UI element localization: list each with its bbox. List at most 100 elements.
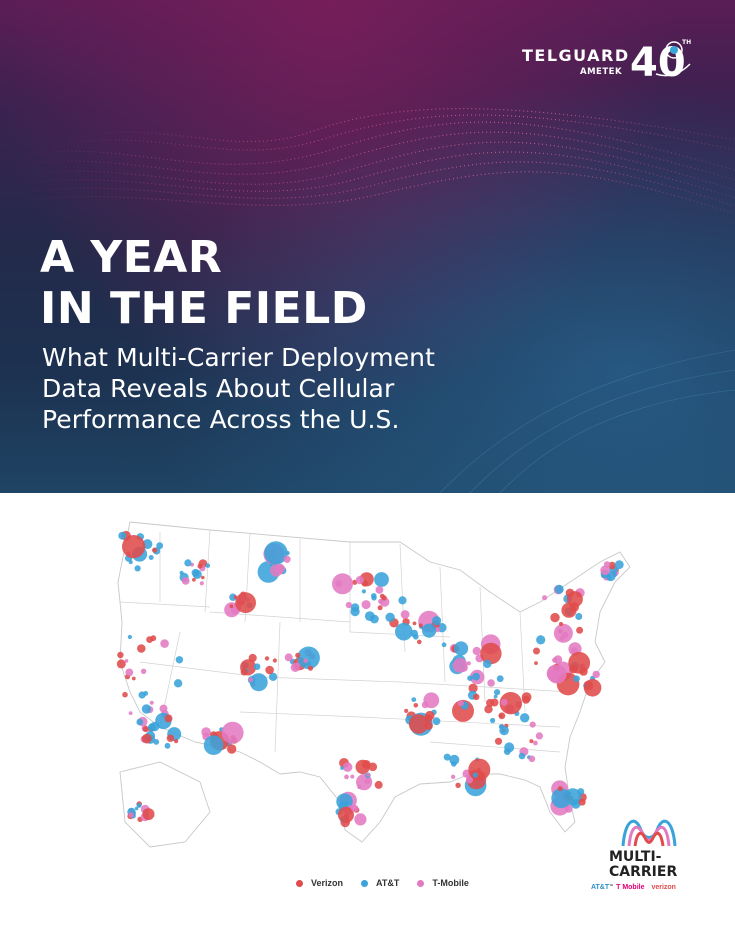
- deployment-dot: [351, 804, 359, 813]
- deployment-dot: [553, 655, 563, 664]
- deployment-dot: [201, 575, 205, 580]
- deployment-dot: [395, 622, 413, 641]
- deployment-dot: [275, 563, 285, 574]
- deployment-dot: [368, 762, 378, 772]
- deployment-dot: [487, 679, 495, 687]
- deployment-dot: [432, 717, 441, 726]
- deployment-dot: [559, 635, 565, 641]
- deployment-dot: [424, 714, 433, 723]
- deployment-dot: [558, 621, 564, 627]
- deployment-dot: [441, 642, 447, 648]
- deployment-dot: [550, 612, 560, 623]
- title-line: A YEAR: [40, 232, 223, 283]
- deployment-dot: [520, 713, 530, 723]
- deployment-dots: [116, 530, 624, 828]
- deployment-dot: [345, 601, 352, 609]
- deployment-dot: [551, 788, 572, 809]
- deployment-dot: [125, 668, 134, 677]
- deployment-dot: [534, 661, 538, 665]
- deployment-dot: [137, 644, 146, 653]
- deployment-dot: [583, 679, 602, 697]
- wordmark-line: MULTI-: [609, 849, 662, 865]
- deployment-dot: [141, 733, 152, 744]
- deployment-dot: [264, 656, 270, 661]
- deployment-dot: [536, 635, 546, 645]
- deployment-dot: [142, 726, 149, 733]
- deployment-dot: [134, 806, 139, 811]
- deployment-dot: [203, 735, 224, 755]
- deployment-dot: [418, 623, 423, 628]
- deployment-dot: [221, 721, 244, 744]
- deployment-dot: [166, 734, 175, 742]
- deployment-dot: [118, 531, 127, 540]
- deployment-dot: [451, 761, 457, 767]
- deployment-dot: [533, 647, 540, 655]
- deployment-dot: [573, 675, 580, 682]
- deployment-dot: [457, 700, 464, 707]
- deployment-dot: [472, 772, 478, 778]
- deployment-dot: [600, 565, 610, 576]
- deployment-dot: [577, 788, 585, 796]
- m-wave-icon: [621, 819, 677, 847]
- deployment-dot: [385, 612, 395, 622]
- deployment-dot: [500, 698, 508, 706]
- page-title: A YEAR IN THE FIELD: [40, 232, 368, 334]
- wordmark-line: CARRIER ™: [609, 865, 677, 898]
- legend-label: Verizon: [311, 878, 344, 888]
- deployment-dot: [249, 673, 268, 692]
- deployment-dot: [413, 634, 419, 640]
- deployment-dot: [140, 668, 147, 674]
- deployment-dot: [148, 555, 154, 560]
- deployment-dot: [192, 577, 196, 582]
- deployment-dot: [272, 658, 277, 663]
- deployment-dot: [486, 698, 494, 707]
- deployment-dot: [612, 572, 617, 578]
- deployment-dot: [350, 774, 355, 779]
- deployment-dot: [164, 742, 171, 749]
- deployment-dot: [134, 565, 141, 572]
- deployment-dot: [554, 584, 564, 594]
- deployment-dot: [404, 708, 409, 713]
- deployment-dot: [547, 664, 567, 684]
- deployment-dot: [477, 768, 481, 772]
- deployment-dot: [142, 808, 155, 821]
- deployment-dot: [578, 798, 586, 806]
- deployment-dot: [377, 605, 383, 611]
- deployment-dot: [122, 691, 128, 698]
- deployment-dot: [350, 603, 360, 612]
- deployment-dot: [432, 616, 442, 626]
- deployment-dot: [128, 711, 133, 715]
- deployment-dot: [229, 604, 234, 609]
- carrier-logos: AT&T T Mobile verizon: [591, 884, 681, 891]
- deployment-dot: [248, 677, 254, 683]
- deployment-dot: [136, 718, 144, 726]
- deployment-dot: [443, 753, 451, 761]
- subtitle-line: Data Reveals About Cellular: [42, 374, 395, 403]
- deployment-dot: [472, 672, 480, 681]
- deployment-dot: [452, 657, 468, 673]
- deployment-dot: [364, 778, 371, 785]
- legend-dot: [361, 879, 369, 887]
- deployment-dot: [374, 780, 383, 789]
- deployment-dot: [496, 675, 504, 683]
- deployment-dot: [357, 785, 362, 790]
- telguard-logo: TELGUARD AMETEK 40 TH: [522, 38, 697, 88]
- deployment-dot: [483, 659, 492, 669]
- wordmark-text: CARRIER: [609, 864, 678, 880]
- deployment-dot: [240, 668, 248, 676]
- deployment-dot: [603, 561, 611, 568]
- deployment-dot: [337, 806, 355, 823]
- subtitle-line: What Multi-Carrier Deployment: [42, 343, 436, 372]
- deployment-dot: [361, 589, 366, 594]
- deployment-dot: [153, 739, 160, 745]
- tmobile-logo: T Mobile: [616, 884, 645, 891]
- deployment-dot: [542, 595, 548, 601]
- deployment-dot: [533, 740, 538, 746]
- deployment-dot: [297, 646, 320, 670]
- deployment-dot: [150, 721, 160, 732]
- deployment-dot: [454, 641, 469, 656]
- deployment-dot: [455, 782, 461, 788]
- deployment-dot: [340, 766, 344, 770]
- legend-item-tmobile: T-Mobile: [417, 878, 469, 888]
- deployment-dot: [344, 774, 349, 780]
